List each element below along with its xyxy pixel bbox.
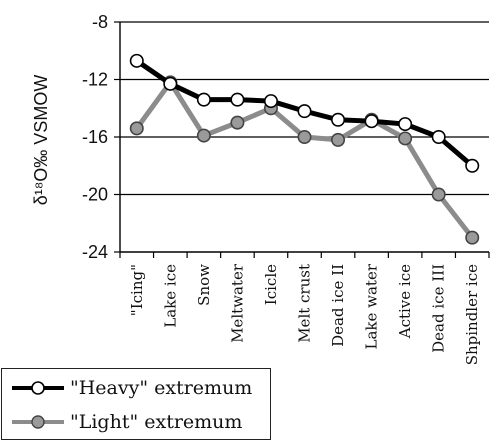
legend-swatch-light bbox=[12, 415, 64, 429]
x-tick-label: Lake water bbox=[363, 263, 381, 349]
data-point bbox=[431, 130, 446, 145]
data-point bbox=[129, 121, 144, 136]
y-axis-label: δ¹⁸O‰ VSMOW bbox=[31, 75, 51, 206]
axes bbox=[114, 21, 490, 258]
legend-item-light: "Light" extremum bbox=[10, 407, 242, 437]
data-point bbox=[431, 187, 446, 202]
data-point bbox=[230, 115, 245, 130]
data-point bbox=[129, 53, 144, 68]
data-point bbox=[465, 230, 480, 245]
x-tick-label: Lake ice bbox=[161, 264, 179, 328]
data-point bbox=[230, 92, 245, 107]
series-light bbox=[129, 75, 480, 245]
data-point bbox=[398, 117, 413, 132]
legend-label-heavy: "Heavy" extremum bbox=[70, 377, 253, 399]
y-tick-label: -8 bbox=[92, 12, 108, 32]
legend-item-heavy: "Heavy" extremum bbox=[10, 373, 252, 403]
x-tick-label: Shpindler ice bbox=[463, 264, 481, 365]
data-point bbox=[331, 132, 346, 147]
data-point bbox=[297, 130, 312, 145]
legend: "Heavy" extremum "Light" extremum bbox=[1, 368, 271, 440]
x-tick-label: "Icing" bbox=[128, 264, 146, 316]
x-tick-label: Melt crust bbox=[296, 264, 314, 343]
data-point bbox=[398, 131, 413, 146]
y-tick-label: -12 bbox=[82, 70, 108, 90]
x-tick-label: Icicle bbox=[262, 264, 280, 305]
y-tick-label: -20 bbox=[82, 185, 108, 205]
data-point bbox=[297, 104, 312, 119]
x-tick-label: Dead ice III bbox=[430, 264, 448, 353]
x-tick-label: Meltwater bbox=[228, 263, 246, 343]
data-point bbox=[331, 112, 346, 127]
series-layer bbox=[129, 53, 480, 245]
y-tick-labels: -8 -12 -16 -20 -24 bbox=[82, 12, 108, 262]
data-point bbox=[465, 158, 480, 173]
legend-swatch-heavy bbox=[12, 381, 64, 395]
data-point bbox=[364, 114, 379, 129]
data-point bbox=[263, 94, 278, 109]
series-heavy bbox=[129, 53, 480, 173]
x-tick-label: Snow bbox=[195, 264, 213, 306]
x-tick-labels: "Icing" Lake ice Snow Meltwater Icicle Melt c… bbox=[128, 263, 481, 365]
x-tick-label: Dead ice II bbox=[329, 264, 347, 347]
data-point bbox=[196, 128, 211, 143]
y-tick-label: -24 bbox=[82, 242, 108, 262]
data-point bbox=[196, 92, 211, 107]
x-tick-label: Active ice bbox=[396, 264, 414, 339]
y-tick-label: -16 bbox=[82, 127, 108, 147]
legend-label-light: "Light" extremum bbox=[70, 411, 243, 433]
data-point bbox=[163, 76, 178, 91]
